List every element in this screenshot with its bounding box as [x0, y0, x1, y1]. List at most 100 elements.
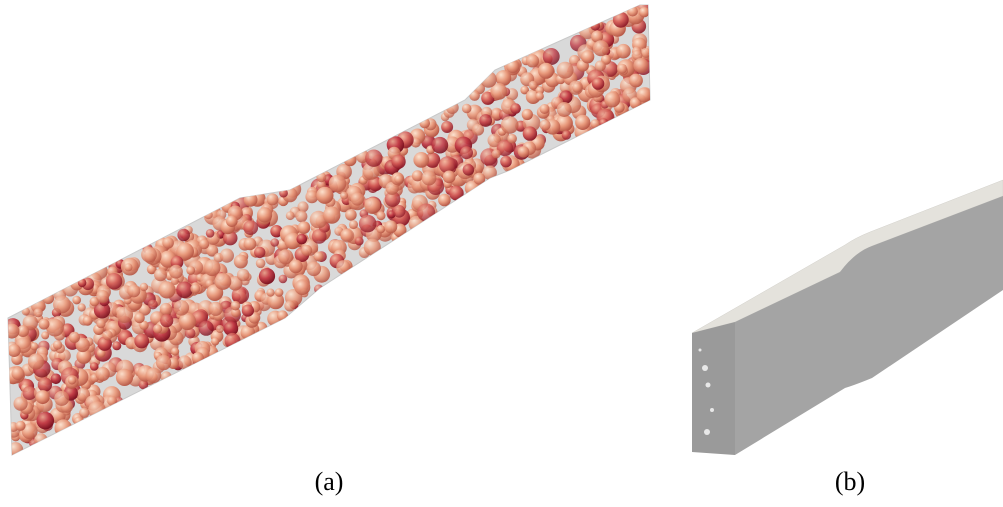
- particle: [413, 152, 429, 168]
- particle: [284, 301, 295, 312]
- panel-label: (a): [315, 467, 344, 496]
- particle: [296, 211, 308, 223]
- particle: [28, 353, 44, 369]
- particle: [590, 21, 600, 31]
- particle: [226, 215, 238, 227]
- particle: [432, 137, 449, 154]
- particle: [540, 120, 551, 131]
- particle: [267, 193, 279, 205]
- particle: [295, 279, 311, 295]
- solid-specimen: [692, 180, 1003, 455]
- particle: [79, 408, 89, 418]
- particle: [237, 269, 250, 282]
- particle: [257, 207, 272, 222]
- particle: [209, 302, 223, 316]
- particle: [211, 337, 219, 345]
- particle: [96, 290, 109, 303]
- particle: [124, 263, 132, 271]
- particle: [518, 146, 529, 157]
- particle: [575, 115, 590, 130]
- particle: [38, 377, 52, 391]
- particle: [384, 220, 397, 233]
- particle: [392, 155, 406, 169]
- hole: [704, 429, 710, 435]
- particle: [279, 275, 288, 284]
- particle-specimen: [4, 1, 653, 457]
- particle: [599, 118, 608, 127]
- particle: [629, 74, 643, 88]
- particle: [462, 104, 472, 114]
- particle: [112, 341, 121, 350]
- particle: [231, 301, 241, 311]
- particle: [307, 262, 322, 277]
- particle: [103, 330, 113, 340]
- particle: [529, 81, 538, 90]
- particle: [297, 234, 308, 245]
- particle: [507, 134, 517, 144]
- particle: [340, 192, 348, 200]
- particle: [14, 397, 28, 411]
- particle: [234, 255, 248, 269]
- particle: [359, 215, 377, 233]
- particle: [480, 71, 497, 88]
- particle: [323, 206, 340, 223]
- particle: [176, 282, 193, 299]
- particle: [572, 83, 582, 93]
- particle: [446, 101, 459, 114]
- particle: [36, 390, 50, 404]
- particle: [72, 296, 81, 305]
- particle: [216, 325, 224, 333]
- particle: [479, 114, 492, 127]
- particle: [422, 171, 437, 186]
- particle: [314, 252, 324, 262]
- particle: [627, 6, 638, 17]
- particle: [345, 209, 357, 221]
- particle: [8, 344, 21, 357]
- particle: [604, 92, 620, 108]
- particle: [501, 116, 519, 134]
- particle: [134, 334, 149, 349]
- particle: [617, 64, 627, 74]
- particle: [174, 300, 190, 316]
- particle: [340, 229, 354, 243]
- particle: [557, 102, 572, 117]
- particle: [74, 417, 84, 427]
- particle: [220, 249, 234, 263]
- particle: [289, 260, 303, 274]
- particle: [78, 303, 86, 311]
- hole: [699, 349, 702, 352]
- particle: [186, 266, 195, 275]
- particle: [96, 367, 110, 381]
- particle: [154, 268, 167, 281]
- particle: [639, 7, 649, 17]
- particle: [134, 313, 145, 324]
- hole: [702, 365, 708, 371]
- particle: [394, 175, 403, 184]
- particle: [37, 412, 55, 430]
- particle: [522, 109, 533, 120]
- particle: [169, 265, 183, 279]
- particle: [364, 239, 381, 256]
- particle: [279, 189, 288, 198]
- particle: [51, 374, 62, 385]
- particle: [526, 54, 539, 67]
- particle: [506, 60, 519, 73]
- particle: [242, 305, 254, 317]
- particle: [377, 211, 386, 220]
- panel-label: (b): [835, 467, 865, 496]
- particle: [412, 170, 423, 181]
- particle: [153, 324, 162, 333]
- particle: [613, 12, 629, 28]
- particle: [419, 118, 430, 129]
- particle: [254, 247, 265, 258]
- particle: [15, 421, 25, 431]
- particle: [55, 419, 73, 437]
- end-face: [692, 322, 735, 455]
- hole: [706, 383, 711, 388]
- particle: [286, 211, 295, 220]
- particle: [96, 319, 105, 328]
- particle: [190, 284, 200, 294]
- particle: [540, 104, 550, 114]
- particle: [616, 44, 631, 59]
- particle: [316, 187, 333, 204]
